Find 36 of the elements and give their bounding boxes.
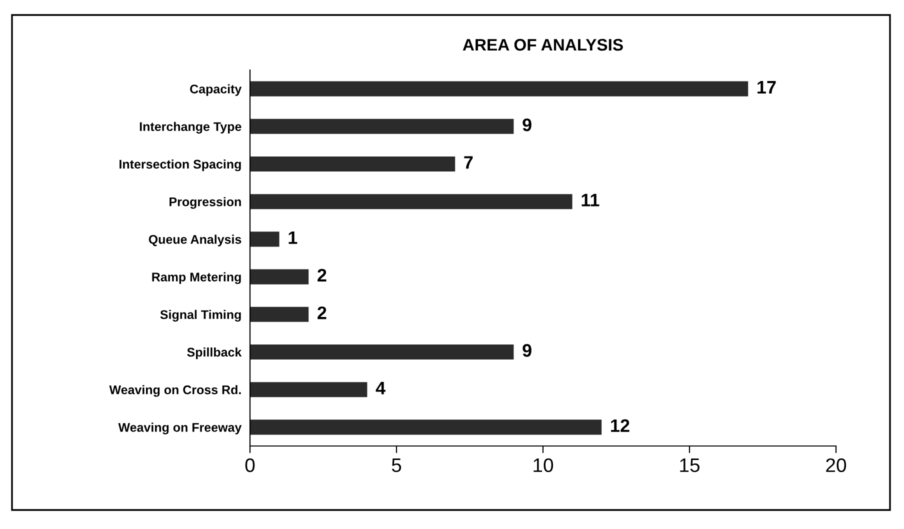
- data-label: 12: [611, 419, 630, 432]
- data-label: 1: [288, 231, 298, 244]
- y-tick-label: Progression: [170, 197, 241, 209]
- data-label: 17: [758, 81, 776, 94]
- bar: [250, 81, 748, 96]
- chart-title: AREA OF ANALYSIS: [462, 38, 623, 51]
- data-label: 2: [318, 268, 326, 282]
- y-tick-label: Queue Analysis: [148, 234, 242, 246]
- data-label: 7: [464, 156, 473, 169]
- data-label: 4: [376, 382, 386, 394]
- bar: [250, 269, 309, 284]
- data-label: 11: [582, 194, 600, 206]
- y-tick-label: Capacity: [190, 84, 242, 96]
- bar: [250, 118, 514, 134]
- bar: [250, 194, 572, 210]
- data-label: 9: [522, 344, 532, 357]
- y-tick-label: Interchange Type: [140, 122, 242, 134]
- y-tick-label: Ramp Metering: [152, 272, 241, 284]
- bar: [250, 232, 280, 247]
- data-label: 9: [522, 118, 532, 132]
- x-tick-label: 10: [534, 458, 554, 472]
- bar: [250, 344, 514, 360]
- bar: [250, 306, 309, 322]
- y-tick-label: Signal Timing: [160, 310, 241, 322]
- bar: [250, 156, 456, 172]
- x-tick-label: 5: [392, 458, 402, 472]
- y-tick-label: Weaving on Cross Rd.: [109, 385, 241, 397]
- x-tick-label: 0: [245, 458, 255, 472]
- bar: [250, 420, 602, 435]
- data-label: 2: [318, 306, 326, 320]
- bar: [250, 382, 368, 398]
- x-tick-label: 15: [680, 458, 700, 472]
- y-tick-label: Weaving on Freeway: [118, 422, 242, 434]
- y-tick-label: Spillback: [187, 347, 242, 360]
- y-tick-label: Intersection Spacing: [120, 159, 241, 172]
- x-tick-label: 20: [826, 458, 846, 472]
